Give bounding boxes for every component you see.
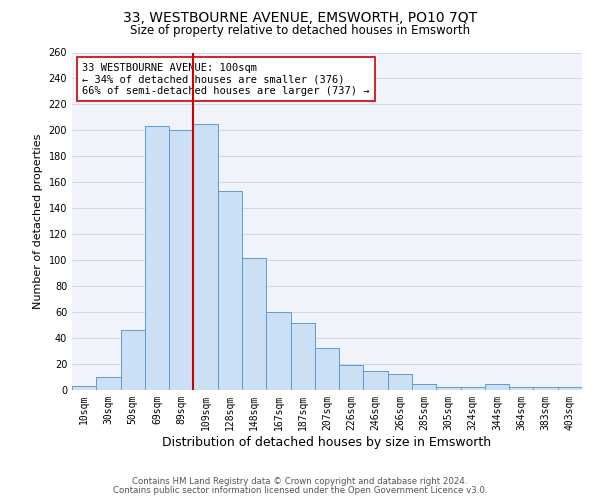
Text: 33 WESTBOURNE AVENUE: 100sqm
← 34% of detached houses are smaller (376)
66% of s: 33 WESTBOURNE AVENUE: 100sqm ← 34% of de… (82, 62, 370, 96)
Bar (72, 386, 96, 390)
Bar (412, 384, 436, 390)
Bar (558, 388, 582, 390)
Bar (290, 322, 315, 390)
Text: 33, WESTBOURNE AVENUE, EMSWORTH, PO10 7QT: 33, WESTBOURNE AVENUE, EMSWORTH, PO10 7Q… (123, 11, 477, 25)
Bar (145, 126, 169, 390)
Bar (169, 130, 193, 390)
Bar (193, 124, 218, 390)
Bar (242, 258, 266, 390)
Bar (218, 192, 242, 390)
Bar (96, 377, 121, 390)
Text: Contains public sector information licensed under the Open Government Licence v3: Contains public sector information licen… (113, 486, 487, 495)
Bar (339, 366, 364, 390)
Bar (509, 388, 533, 390)
Bar (533, 388, 558, 390)
Text: Size of property relative to detached houses in Emsworth: Size of property relative to detached ho… (130, 24, 470, 37)
X-axis label: Distribution of detached houses by size in Emsworth: Distribution of detached houses by size … (163, 436, 491, 448)
Bar (436, 388, 461, 390)
Bar (315, 348, 339, 390)
Bar (485, 384, 509, 390)
Bar (388, 374, 412, 390)
Y-axis label: Number of detached properties: Number of detached properties (33, 134, 43, 309)
Bar (364, 370, 388, 390)
Bar (121, 330, 145, 390)
Bar (266, 312, 290, 390)
Bar (461, 388, 485, 390)
Text: Contains HM Land Registry data © Crown copyright and database right 2024.: Contains HM Land Registry data © Crown c… (132, 477, 468, 486)
